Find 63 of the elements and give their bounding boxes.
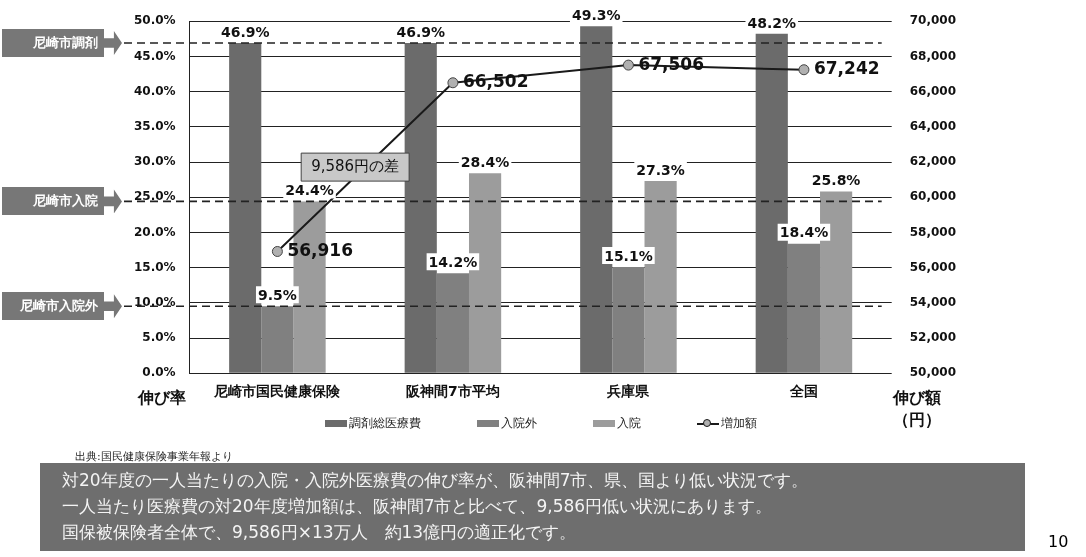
- x-tick-label: 兵庫県: [606, 383, 651, 400]
- y2-tick-label: 58,000: [909, 224, 957, 239]
- point: [271, 245, 283, 257]
- point: [622, 59, 634, 71]
- x-tick-label: 阪神間7市平均: [406, 383, 500, 400]
- y2-tick-label: 50,000: [909, 365, 957, 380]
- data-label: 56,916: [287, 239, 353, 260]
- data-label: 46.9%: [220, 23, 270, 40]
- data-label: 25.8%: [811, 172, 861, 189]
- legend-label: 増加額: [720, 415, 757, 433]
- ref-line-label: 尼崎市調剤: [2, 29, 104, 58]
- text: 国保被保険者全体で、9,586円×13万人 約13億円の適正化です。: [62, 521, 578, 544]
- y-tick-label: 25.0%: [133, 189, 176, 204]
- data-label: 48.2%: [747, 14, 797, 31]
- data-label: 67,242: [813, 58, 880, 79]
- y-tick-label: 20.0%: [133, 224, 176, 239]
- y-tick-label: 45.0%: [133, 48, 176, 63]
- bar: [261, 306, 294, 373]
- text: 一人当たり医療費の対20年度増加額は、阪神間7市と比べて、9,586円低い状況にあります。: [62, 495, 774, 518]
- y2-tick-label: 52,000: [909, 330, 957, 345]
- y2-tick-label: 54,000: [909, 294, 957, 309]
- text: 10: [1048, 532, 1069, 551]
- y2-tick-label: 68,000: [909, 48, 957, 63]
- data-label: 15.1%: [604, 247, 653, 264]
- ref-line-label: 尼崎市入院: [2, 187, 104, 216]
- bar: [612, 266, 645, 373]
- ref-line-label: 尼崎市入院外: [2, 292, 104, 321]
- y-tick-label: 30.0%: [133, 154, 176, 169]
- legend-label: 入院外: [500, 415, 537, 433]
- data-label: 46.9%: [396, 23, 446, 40]
- point: [447, 77, 459, 89]
- y-axis-title: 伸び率: [136, 388, 186, 408]
- y2-tick-label: 60,000: [909, 189, 957, 204]
- y2-tick-label: 70,000: [909, 13, 957, 28]
- bar: [787, 243, 821, 373]
- y2-tick-label: 64,000: [909, 118, 957, 133]
- annotation: 9,586円の差: [311, 157, 400, 176]
- legend-label: 入院: [616, 415, 641, 433]
- y2-tick-label: 62,000: [909, 154, 957, 169]
- y-tick-label: 0.0%: [142, 365, 176, 380]
- y-tick-label: 40.0%: [133, 83, 176, 98]
- legend-label: 調剤総医療費: [348, 415, 421, 433]
- data-label: 24.4%: [285, 182, 334, 199]
- y-tick-label: 50.0%: [133, 13, 176, 28]
- data-label: 9.5%: [257, 286, 297, 303]
- x-tick-label: 全国: [788, 383, 818, 400]
- data-label: 28.4%: [460, 153, 510, 170]
- bar: [436, 273, 469, 373]
- data-label: 27.3%: [636, 161, 685, 178]
- data-label: 49.3%: [571, 6, 621, 23]
- data-label: 18.4%: [779, 224, 829, 241]
- text: 対20年度の一人当たりの入院・入院外医療費の伸び率が、阪神間7市、県、国より低い状況です。: [62, 469, 810, 492]
- source-note: 出典:国民健康保険事業年報より: [75, 449, 233, 464]
- y-tick-label: 35.0%: [133, 118, 176, 133]
- data-label: 14.2%: [428, 253, 478, 270]
- y-tick-label: 10.0%: [133, 294, 176, 309]
- y2-tick-label: 56,000: [909, 259, 957, 274]
- y2-axis-title: 伸び額（円）: [891, 388, 941, 430]
- point: [798, 64, 810, 76]
- y-tick-label: 5.0%: [142, 330, 176, 345]
- y-tick-label: 15.0%: [133, 259, 176, 274]
- x-tick-label: 尼崎市国民健康保険: [213, 383, 342, 400]
- y2-tick-label: 66,000: [909, 83, 957, 98]
